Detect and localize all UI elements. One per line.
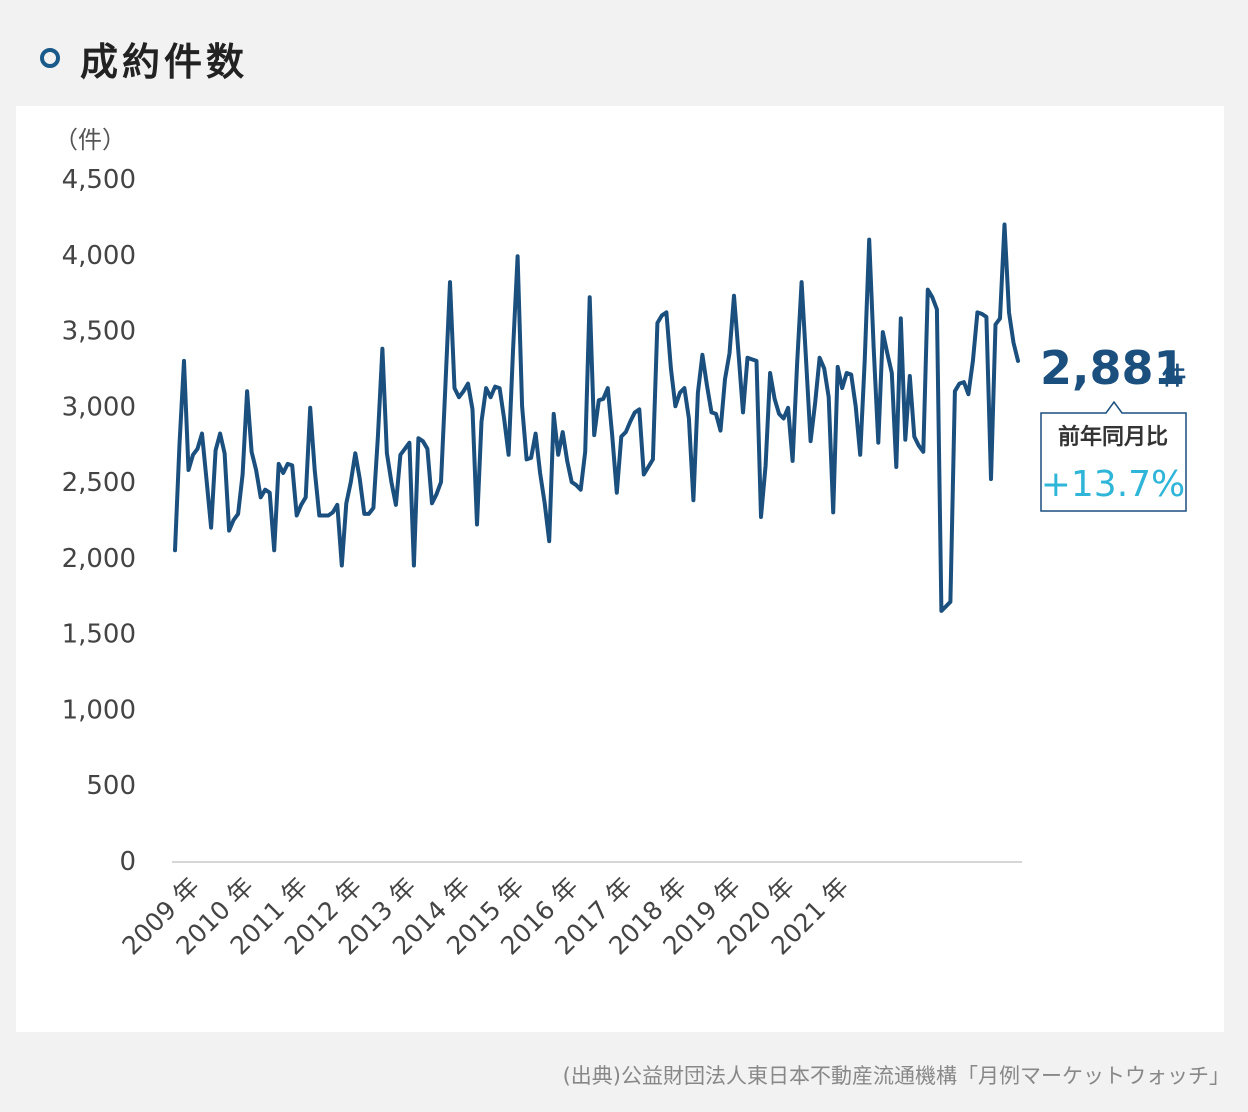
callout-value: 2,881 [1040, 341, 1186, 395]
y-axis-ticks: 4,500 4,000 3,500 3,000 2,500 2,000 1,500 1,000… [62, 165, 136, 877]
bullet-circle-icon [40, 48, 60, 68]
y-axis-unit-label: （件） [54, 126, 126, 154]
y-tick-label: 4,500 [62, 165, 136, 195]
chart-header: 成約件数 [40, 34, 248, 84]
y-tick-label: 4,000 [62, 241, 136, 271]
callout: 2,881 件 前年同月比 +13.7% [1040, 341, 1187, 512]
y-tick-label: 1,500 [62, 620, 136, 650]
y-tick-label: 3,500 [62, 317, 136, 347]
callout-change: +13.7% [1041, 464, 1186, 505]
chart-panel: （件） 4,500 4,000 3,500 3,000 2,500 2,000 1,500 1… [16, 106, 1224, 1032]
line-chart: （件） 4,500 4,000 3,500 3,000 2,500 2,000 1,500 1… [54, 126, 1187, 961]
source-note: (出典)公益財団法人東日本不動産流通機構「月例マーケットウォッチ」 [562, 1064, 1230, 1088]
y-tick-label: 500 [86, 771, 136, 801]
callout-box [1040, 400, 1187, 512]
callout-unit: 件 [1162, 362, 1186, 390]
y-tick-label: 0 [119, 847, 136, 877]
series-line [173, 222, 1020, 613]
y-tick-label: 2,000 [62, 544, 136, 574]
callout-label: 前年同月比 [1058, 424, 1168, 450]
y-tick-label: 1,000 [62, 695, 136, 725]
chart-title: 成約件数 [80, 39, 249, 84]
y-tick-label: 2,500 [62, 468, 136, 498]
y-tick-label: 3,000 [62, 392, 136, 422]
